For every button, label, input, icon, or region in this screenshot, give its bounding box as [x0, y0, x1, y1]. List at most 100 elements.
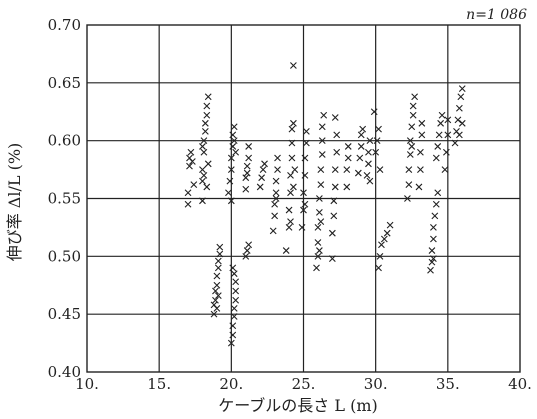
data-point — [405, 181, 413, 189]
data-point — [343, 166, 351, 173]
data-point — [313, 264, 320, 272]
data-point — [199, 143, 206, 150]
data-point — [318, 123, 326, 131]
data-point — [213, 272, 221, 280]
data-point — [199, 197, 206, 205]
data-point — [331, 114, 339, 121]
data-point — [406, 151, 414, 158]
data-point — [230, 123, 238, 131]
data-point — [229, 322, 237, 330]
data-point — [243, 169, 251, 177]
data-point — [290, 183, 297, 191]
data-point — [229, 143, 237, 150]
x-tick-label: 10. — [75, 375, 99, 393]
data-point — [271, 200, 279, 208]
data-point — [214, 292, 222, 300]
data-point — [409, 102, 417, 110]
data-point — [455, 104, 463, 112]
y-tick-label: 0.60 — [48, 132, 81, 150]
data-point — [411, 93, 419, 101]
data-point — [227, 197, 235, 205]
data-point — [256, 183, 264, 191]
data-point — [230, 304, 238, 312]
data-point — [427, 266, 434, 274]
data-point — [383, 229, 391, 237]
data-point — [370, 108, 378, 116]
data-point — [227, 339, 235, 347]
data-point — [271, 212, 279, 220]
data-point — [300, 206, 307, 214]
y-axis-label: 伸び率 Δl/L (%) — [5, 143, 24, 262]
data-point — [216, 243, 224, 251]
data-point — [444, 131, 452, 139]
data-point — [376, 166, 384, 173]
data-point — [199, 166, 206, 173]
data-point — [245, 241, 253, 249]
data-point — [214, 264, 222, 272]
data-point — [314, 224, 322, 231]
data-point — [210, 310, 218, 318]
data-point — [290, 119, 297, 127]
sample-size-annotation: n=1 086 — [466, 7, 527, 23]
data-point — [184, 200, 192, 208]
data-point — [428, 258, 436, 266]
data-point — [285, 206, 293, 214]
data-point — [435, 131, 443, 139]
data-point — [288, 154, 296, 162]
data-point — [328, 229, 336, 237]
data-point — [212, 287, 219, 295]
data-point — [243, 247, 251, 254]
data-point — [451, 139, 459, 147]
data-point — [287, 189, 294, 197]
data-point — [300, 189, 307, 197]
data-point — [298, 224, 306, 231]
data-point — [366, 137, 374, 145]
data-point — [380, 235, 388, 243]
data-point — [301, 171, 309, 179]
data-point — [437, 119, 445, 127]
data-point — [287, 218, 294, 226]
data-point — [417, 166, 424, 173]
data-point — [272, 189, 280, 197]
data-point — [200, 171, 208, 179]
data-point — [317, 166, 325, 173]
data-point — [314, 252, 322, 260]
x-tick-label: 30. — [364, 375, 388, 393]
data-point — [405, 166, 413, 173]
data-point — [199, 177, 206, 185]
data-point — [301, 154, 309, 162]
data-point — [200, 148, 208, 156]
data-point — [409, 111, 417, 119]
plot-frame — [86, 24, 521, 373]
data-point — [282, 247, 290, 254]
data-point — [357, 143, 365, 150]
data-point — [315, 195, 323, 202]
data-point — [227, 166, 235, 173]
data-point — [431, 212, 439, 220]
data-point — [258, 174, 266, 182]
data-point — [190, 181, 198, 189]
data-point — [226, 177, 234, 185]
data-point — [386, 221, 394, 229]
data-point — [232, 287, 240, 295]
data-point — [375, 264, 382, 272]
data-point — [288, 139, 296, 147]
data-point — [458, 119, 466, 127]
data-point — [443, 148, 450, 156]
data-point — [408, 123, 416, 131]
data-point — [372, 148, 380, 156]
data-point — [458, 85, 466, 93]
data-point — [201, 119, 209, 127]
data-point — [229, 264, 237, 272]
x-tick-label: 20. — [219, 375, 243, 393]
data-point — [330, 212, 338, 220]
data-point — [375, 125, 382, 133]
data-point — [287, 171, 294, 179]
data-point — [204, 93, 212, 101]
data-point — [291, 166, 299, 173]
data-point — [245, 154, 253, 162]
data-point — [343, 183, 351, 191]
data-point — [428, 247, 436, 254]
data-point — [242, 252, 250, 260]
